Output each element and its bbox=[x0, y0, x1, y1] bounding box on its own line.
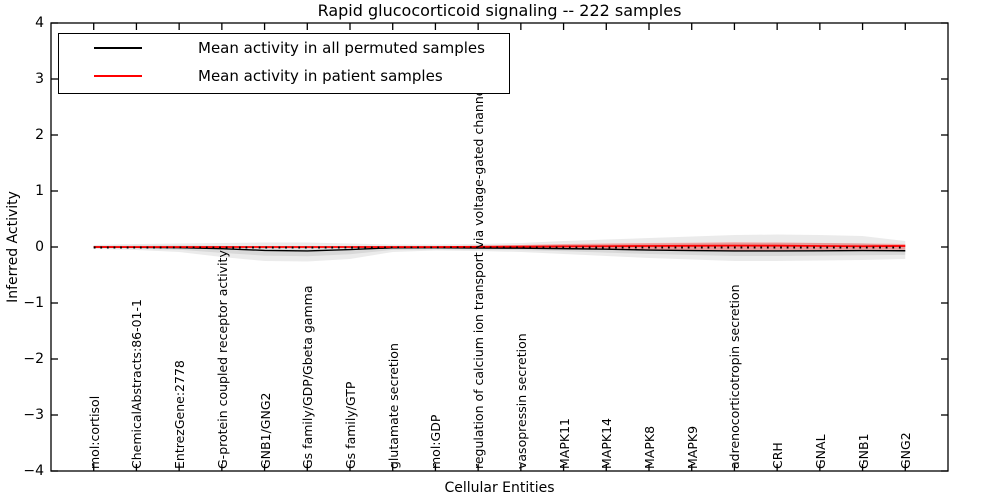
series-line-1 bbox=[93, 244, 906, 248]
x-tick-label: MAPK9 bbox=[684, 425, 700, 469]
x-tick-label: MAPK11 bbox=[556, 418, 572, 469]
x-tick-label: Gs family/GTP bbox=[343, 381, 358, 469]
x-tick-label: CRH bbox=[770, 442, 786, 469]
legend-line-black-icon bbox=[94, 47, 142, 49]
x-tick-label: regulation of calcium ion transport via … bbox=[471, 35, 487, 469]
y-tick-label: 3 bbox=[35, 71, 44, 87]
legend-label-permuted: Mean activity in all permuted samples bbox=[198, 39, 485, 57]
x-tick-label: GNB1 bbox=[855, 433, 871, 469]
legend-line-red-icon bbox=[94, 75, 142, 77]
y-axis-label: Inferred Activity bbox=[5, 191, 21, 303]
x-tick-label: vasopressin secretion bbox=[513, 333, 529, 469]
legend-item-patient: Mean activity in patient samples bbox=[59, 62, 509, 90]
legend-item-permuted: Mean activity in all permuted samples bbox=[59, 34, 509, 62]
x-tick-label: GNG2 bbox=[898, 432, 914, 469]
y-tick-label: 0 bbox=[35, 239, 44, 255]
x-tick-label: MAPK14 bbox=[599, 418, 615, 469]
x-tick-label: mol:GDP bbox=[428, 414, 444, 469]
y-tick-label: 1 bbox=[35, 183, 44, 199]
x-tick-label: MAPK8 bbox=[642, 425, 657, 469]
y-tick-label: −1 bbox=[23, 295, 44, 311]
y-tick-label: 2 bbox=[35, 127, 44, 143]
y-tick-label: −4 bbox=[23, 463, 44, 479]
x-tick-label: glutamate secretion bbox=[385, 343, 401, 469]
x-tick-label: Gs family/GDP/Gbeta gamma bbox=[300, 285, 316, 469]
y-tick-label: −3 bbox=[23, 407, 44, 423]
x-tick-label: adrenocorticotropin secretion bbox=[727, 284, 743, 469]
x-tick-label: EntrezGene:2778 bbox=[172, 360, 188, 469]
x-tick-label: ChemicalAbstracts:86-01-1 bbox=[129, 299, 145, 469]
x-tick-label: GNB1/GNG2 bbox=[257, 392, 273, 469]
y-tick-label: 4 bbox=[35, 15, 44, 31]
legend-label-patient: Mean activity in patient samples bbox=[198, 67, 443, 85]
series-line-0 bbox=[93, 246, 906, 252]
y-tick-label: −2 bbox=[23, 351, 44, 367]
chart-title: Rapid glucocorticoid signaling -- 222 sa… bbox=[317, 1, 682, 20]
x-axis-label: Cellular Entities bbox=[444, 480, 555, 496]
x-tick-label: mol:cortisol bbox=[86, 395, 102, 469]
x-tick-label: GNAL bbox=[812, 434, 828, 469]
x-tick-label: G-protein coupled receptor activity bbox=[214, 250, 230, 469]
legend: Mean activity in all permuted samples Me… bbox=[58, 33, 510, 94]
